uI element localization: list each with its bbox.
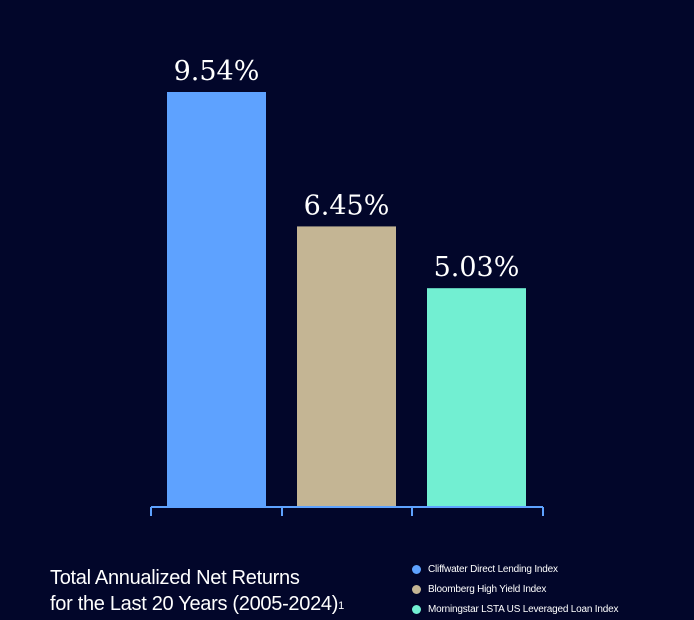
- value-labels-group: 9.54% 6.45% 5.03%: [174, 56, 520, 283]
- chart-title-line-2: for the Last 20 Years (2005-2024)1: [50, 591, 344, 617]
- legend-swatch-icon: [412, 585, 421, 594]
- legend-label: Morningstar LSTA US Leveraged Loan Index: [428, 604, 619, 615]
- legend-swatch-icon: [412, 565, 421, 574]
- legend-item: Cliffwater Direct Lending Index: [412, 560, 618, 579]
- x-axis: [150, 506, 544, 516]
- bar-value-label: 5.03%: [434, 252, 520, 283]
- bar: [427, 288, 526, 507]
- legend-label: Cliffwater Direct Lending Index: [428, 564, 558, 575]
- legend-label: Bloomberg High Yield Index: [428, 584, 547, 595]
- chart-title-line-1: Total Annualized Net Returns: [50, 567, 300, 589]
- bar: [167, 92, 266, 507]
- chart-title-line-2-text: for the Last 20 Years (2005-2024): [50, 593, 339, 615]
- legend-swatch-icon: [412, 605, 421, 614]
- bar-value-label: 6.45%: [304, 190, 390, 221]
- bars-group: [167, 92, 526, 507]
- bar: [297, 226, 396, 507]
- legend: Cliffwater Direct Lending Index Bloomber…: [412, 560, 618, 620]
- legend-item: Bloomberg High Yield Index: [412, 580, 618, 599]
- chart-title: Total Annualized Net Returns for the Las…: [50, 565, 344, 617]
- title-footnote-marker: 1: [338, 600, 344, 612]
- bar-chart: 9.54% 6.45% 5.03%: [150, 56, 544, 516]
- bar-value-label: 9.54%: [174, 56, 260, 87]
- legend-item: Morningstar LSTA US Leveraged Loan Index: [412, 600, 618, 619]
